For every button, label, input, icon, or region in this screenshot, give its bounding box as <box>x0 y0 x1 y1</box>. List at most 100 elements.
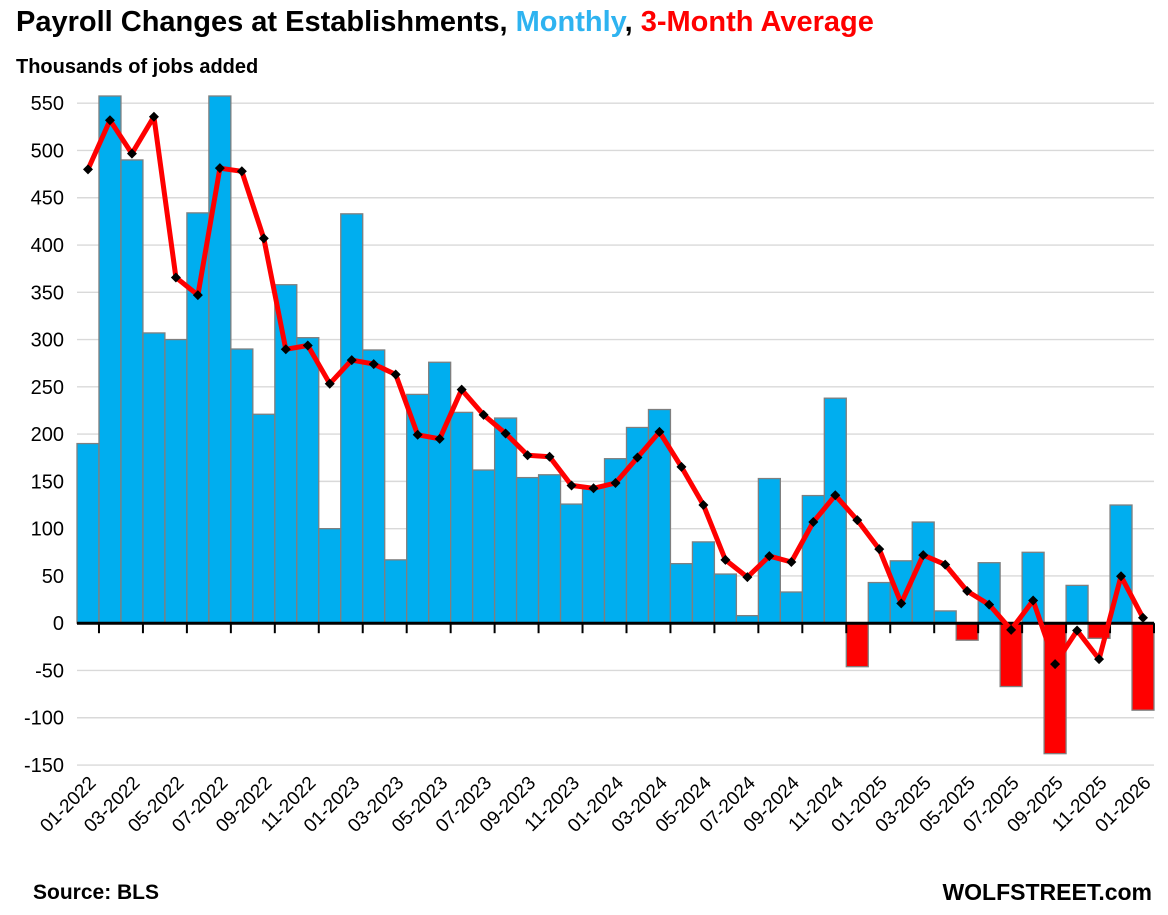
bar-09-2022 <box>252 413 276 624</box>
bar-04-2022 <box>142 332 166 624</box>
chart-title: Payroll Changes at Establishments, Month… <box>16 6 874 39</box>
avg-marker-02-2022 <box>104 115 115 126</box>
avg-marker-06-2023 <box>456 384 467 395</box>
bar-02-2022 <box>98 95 122 624</box>
bar-09-2024 <box>779 591 803 624</box>
avg-marker-05-2024 <box>698 500 709 511</box>
bar-04-2025 <box>933 610 957 624</box>
bar-11-2022 <box>296 337 320 624</box>
bar-06-2023 <box>450 411 474 624</box>
bar-01-2025 <box>867 581 891 624</box>
y-tick-label-350: 350 <box>31 282 64 304</box>
avg-marker-03-2024 <box>654 426 665 437</box>
bar-05-2024 <box>691 541 716 624</box>
bar-01-2026 <box>1131 622 1155 711</box>
avg-marker-12-2024 <box>852 515 863 526</box>
avg-marker-11-2022 <box>302 340 313 351</box>
bar-10-2022 <box>274 284 298 624</box>
y-tick-label-50: 50 <box>42 566 64 588</box>
y-tick-label--50: -50 <box>35 660 64 682</box>
avg-marker-07-2022 <box>214 163 225 174</box>
bar-12-2022 <box>318 528 342 624</box>
avg-marker-10-2024 <box>808 517 819 528</box>
avg-marker-06-2024 <box>720 554 731 565</box>
bar-08-2022 <box>230 348 254 624</box>
bar-04-2024 <box>669 562 694 624</box>
source-note: Source: BLS <box>33 881 160 904</box>
watermark: WOLFSTREET.com <box>942 879 1152 905</box>
bar-05-2022 <box>164 338 188 624</box>
avg-marker-02-2025 <box>896 598 907 609</box>
y-tick-label--150: -150 <box>24 755 64 777</box>
avg-marker-08-2023 <box>500 428 511 439</box>
bar-03-2023 <box>384 559 408 624</box>
title-average-legend: 3-Month Average <box>640 6 874 38</box>
bar-05-2025 <box>955 622 979 641</box>
y-tick-label-450: 450 <box>31 188 64 210</box>
bar-12-2023 <box>581 485 606 624</box>
avg-marker-12-2023 <box>588 483 599 494</box>
avg-marker-06-2022 <box>192 290 203 301</box>
avg-marker-10-2022 <box>280 344 291 355</box>
title-comma: , <box>624 6 641 38</box>
avg-marker-10-2025 <box>1072 625 1083 636</box>
avg-marker-02-2024 <box>632 452 643 463</box>
bar-06-2024 <box>713 573 738 624</box>
avg-marker-09-2023 <box>522 450 533 461</box>
bar-09-2023 <box>515 476 540 624</box>
avg-marker-08-2024 <box>764 551 775 562</box>
avg-marker-01-2026 <box>1138 612 1149 623</box>
bar-03-2022 <box>120 159 144 624</box>
y-tick-label-150: 150 <box>31 471 64 493</box>
bar-10-2025 <box>1065 584 1089 624</box>
bar-06-2022 <box>186 212 210 624</box>
avg-marker-01-2025 <box>874 544 885 555</box>
avg-marker-01-2023 <box>346 355 357 366</box>
avg-marker-01-2022 <box>82 164 93 175</box>
y-tick-label-100: 100 <box>31 519 64 541</box>
avg-marker-05-2023 <box>434 433 445 444</box>
bar-11-2023 <box>559 503 584 624</box>
avg-marker-04-2025 <box>940 559 951 570</box>
avg-marker-08-2022 <box>236 166 247 177</box>
avg-marker-12-2025 <box>1116 571 1127 582</box>
avg-marker-03-2022 <box>126 148 137 159</box>
y-tick-label-0: 0 <box>53 613 64 635</box>
bar-08-2024 <box>757 477 781 624</box>
bar-02-2023 <box>362 349 386 624</box>
y-tick-label-250: 250 <box>31 377 64 399</box>
avg-marker-05-2022 <box>170 272 181 283</box>
avg-marker-04-2023 <box>412 429 423 440</box>
avg-marker-03-2025 <box>918 550 929 561</box>
avg-marker-11-2023 <box>566 480 577 491</box>
avg-marker-01-2024 <box>610 477 621 488</box>
bar-08-2023 <box>493 417 518 624</box>
bar-01-2022 <box>76 442 100 624</box>
avg-marker-07-2025 <box>1006 624 1017 635</box>
avg-marker-04-2024 <box>676 461 687 472</box>
bar-10-2023 <box>537 474 562 624</box>
y-tick-label-400: 400 <box>31 235 64 257</box>
bar-01-2023 <box>340 213 364 624</box>
avg-marker-04-2022 <box>148 111 159 122</box>
avg-marker-02-2023 <box>368 359 379 370</box>
bar-05-2023 <box>428 361 452 624</box>
avg-marker-07-2023 <box>478 409 489 420</box>
avg-marker-12-2022 <box>324 378 335 389</box>
avg-marker-09-2025 <box>1050 659 1061 670</box>
bar-07-2023 <box>471 469 496 624</box>
avg-marker-09-2024 <box>786 557 797 568</box>
avg-marker-09-2022 <box>258 233 269 244</box>
y-tick-label--100: -100 <box>24 708 64 730</box>
avg-marker-11-2025 <box>1094 654 1105 665</box>
y-tick-label-500: 500 <box>31 140 64 162</box>
avg-marker-05-2025 <box>962 586 973 597</box>
bar-12-2024 <box>845 622 869 668</box>
avg-marker-10-2023 <box>544 451 555 462</box>
axis-units-label: Thousands of jobs added <box>16 56 259 78</box>
avg-marker-07-2024 <box>742 572 753 583</box>
avg-marker-11-2024 <box>830 490 841 501</box>
avg-marker-08-2025 <box>1028 595 1039 606</box>
